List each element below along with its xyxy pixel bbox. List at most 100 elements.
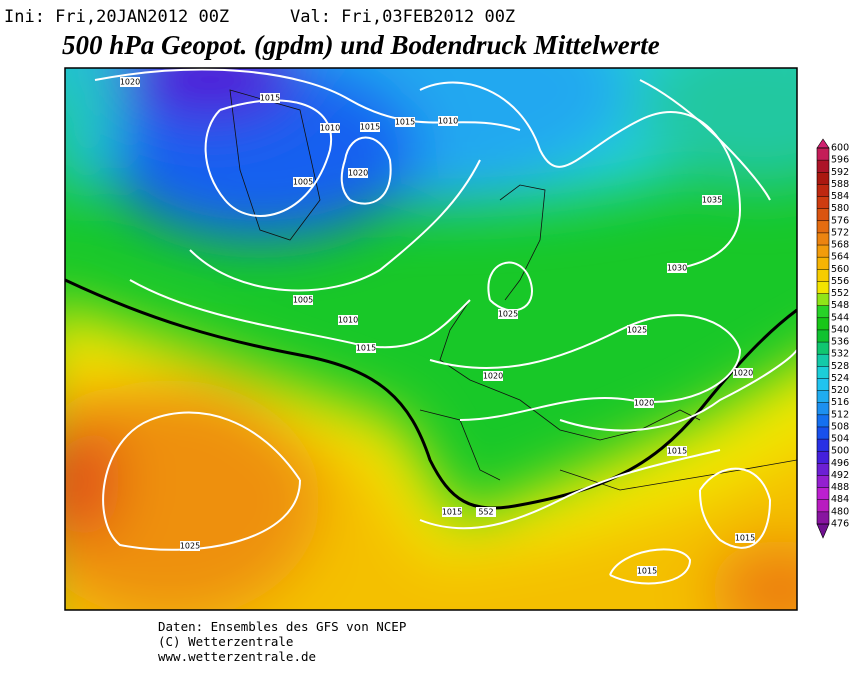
colorbar-label: 484 (831, 494, 849, 505)
colorbar-label: 512 (831, 409, 849, 420)
colorbar-segment (817, 439, 829, 452)
isobar-label-bg (348, 168, 368, 178)
colorbar-label: 540 (831, 324, 849, 335)
colorbar-segment (817, 305, 829, 319)
colorbar-frame (816, 147, 830, 525)
isobar-label-bg (476, 507, 496, 517)
isobar-label: 1025 (627, 326, 647, 335)
colorbar-cap-bottom (816, 523, 830, 539)
isobar-label: 1020 (634, 399, 654, 408)
init-time: Ini: Fri,20JAN2012 00Z (4, 7, 229, 27)
isobar-label: 552 (478, 508, 493, 517)
colorbar-segment (817, 378, 829, 391)
isobar-label-bg (498, 309, 518, 319)
colorbar-segment (817, 366, 829, 379)
colorbar-label: 556 (831, 276, 849, 287)
colorbar-label: 560 (831, 264, 849, 275)
isobar-label: 1015 (735, 534, 755, 543)
map-frame (64, 67, 798, 611)
colorbar-label: 568 (831, 240, 849, 251)
colorbar-segment (817, 257, 829, 270)
isobar-label-bg (293, 177, 313, 187)
colorbar-label: 508 (831, 421, 849, 432)
isobar-label-bg (667, 446, 687, 456)
isobar-label: 1005 (293, 296, 313, 305)
colorbar-cap-top (816, 138, 830, 149)
map-title: 500 hPa Geopot. (gpdm) und Bodendruck Mi… (62, 30, 660, 60)
isobar-label: 1015 (260, 94, 280, 103)
colorbar-segment (817, 148, 829, 161)
isobar-label-bg (120, 77, 140, 87)
isobar-label-bg (293, 295, 313, 305)
footer-line: www.wetterzentrale.de (158, 649, 316, 664)
isobar-label-bg (395, 117, 415, 127)
colorbar-label: 524 (831, 373, 849, 384)
colorbar-segment (817, 475, 829, 488)
colorbar-segment (817, 293, 829, 306)
isobar-label: 1005 (293, 178, 313, 187)
isobar-label-bg (360, 122, 380, 132)
isobar-label: 1015 (360, 123, 380, 132)
colorbar-segment (817, 451, 829, 464)
colorbar-label: 580 (831, 203, 849, 214)
colorbar-segment (817, 499, 829, 513)
contour-552 (65, 278, 797, 510)
colorbar-label: 584 (831, 191, 849, 202)
colorbar-segment (817, 354, 829, 367)
isobar-label: 1010 (338, 316, 358, 325)
colorbar-label: 504 (831, 434, 849, 445)
colorbar-segment (817, 329, 829, 343)
colorbar-label: 500 (831, 446, 849, 457)
isobar-label: 1020 (733, 369, 753, 378)
colorbar-segment (817, 245, 829, 258)
isobar-label: 1035 (702, 196, 722, 205)
colorbar-segment (817, 463, 829, 476)
colorbar-label: 552 (831, 288, 849, 299)
colorbar-label: 476 (831, 519, 849, 530)
isobar-label-bg (442, 507, 462, 517)
isobar-label: 1020 (120, 78, 140, 87)
colorbar-segment (817, 281, 829, 294)
footer-line: Daten: Ensembles des GFS von NCEP (158, 619, 406, 634)
colorbar-label: 520 (831, 385, 849, 396)
colorbar-label: 544 (831, 312, 849, 323)
colorbar-segment (817, 220, 829, 234)
colorbar-label: 564 (831, 252, 849, 263)
colorbar-segment (817, 208, 829, 222)
isobar-label-bg (180, 541, 200, 551)
isobar-label: 1010 (438, 117, 458, 126)
isobar-labels: 1020 1015 1010 1015 1015 1010 1020 1005 1035 1030… (120, 77, 755, 576)
colorbar-label: 536 (831, 337, 849, 348)
colorbar-label: 492 (831, 470, 849, 481)
isobar-label-bg (627, 325, 647, 335)
colorbar-label: 496 (831, 458, 849, 469)
colorbar-label: 572 (831, 227, 849, 238)
colorbar-segment (817, 232, 829, 246)
colorbar-segment (817, 184, 829, 197)
colorbar-segment (817, 402, 829, 416)
isobar-label: 1015 (667, 447, 687, 456)
isobar-label-bg (483, 371, 503, 381)
isobar-label-bg (438, 116, 458, 126)
isobar-label-bg (260, 93, 280, 103)
isobar-label: 1015 (442, 508, 462, 517)
colorbar-segment (817, 269, 829, 282)
colorbar-segment (817, 414, 829, 428)
colorbar-segment (817, 390, 829, 404)
colorbar-segment (817, 196, 829, 209)
isobar-label-bg (356, 343, 376, 353)
isobar-label: 1010 (320, 124, 340, 133)
isobar-label: 1020 (483, 372, 503, 381)
isobar-label-bg (338, 315, 358, 325)
colorbar-segment (817, 511, 829, 525)
isobar-label: 1015 (637, 567, 657, 576)
isobar-label: 1025 (180, 542, 200, 551)
colorbar-segment (817, 160, 829, 173)
colorbar-segment (817, 426, 829, 440)
isobar-label: 1015 (395, 118, 415, 127)
colorbar: 6005965925885845805765725685645605565525… (816, 138, 849, 539)
colorbar-label: 548 (831, 300, 849, 311)
isobar-label-bg (320, 123, 340, 133)
isobar-label-bg (735, 533, 755, 543)
